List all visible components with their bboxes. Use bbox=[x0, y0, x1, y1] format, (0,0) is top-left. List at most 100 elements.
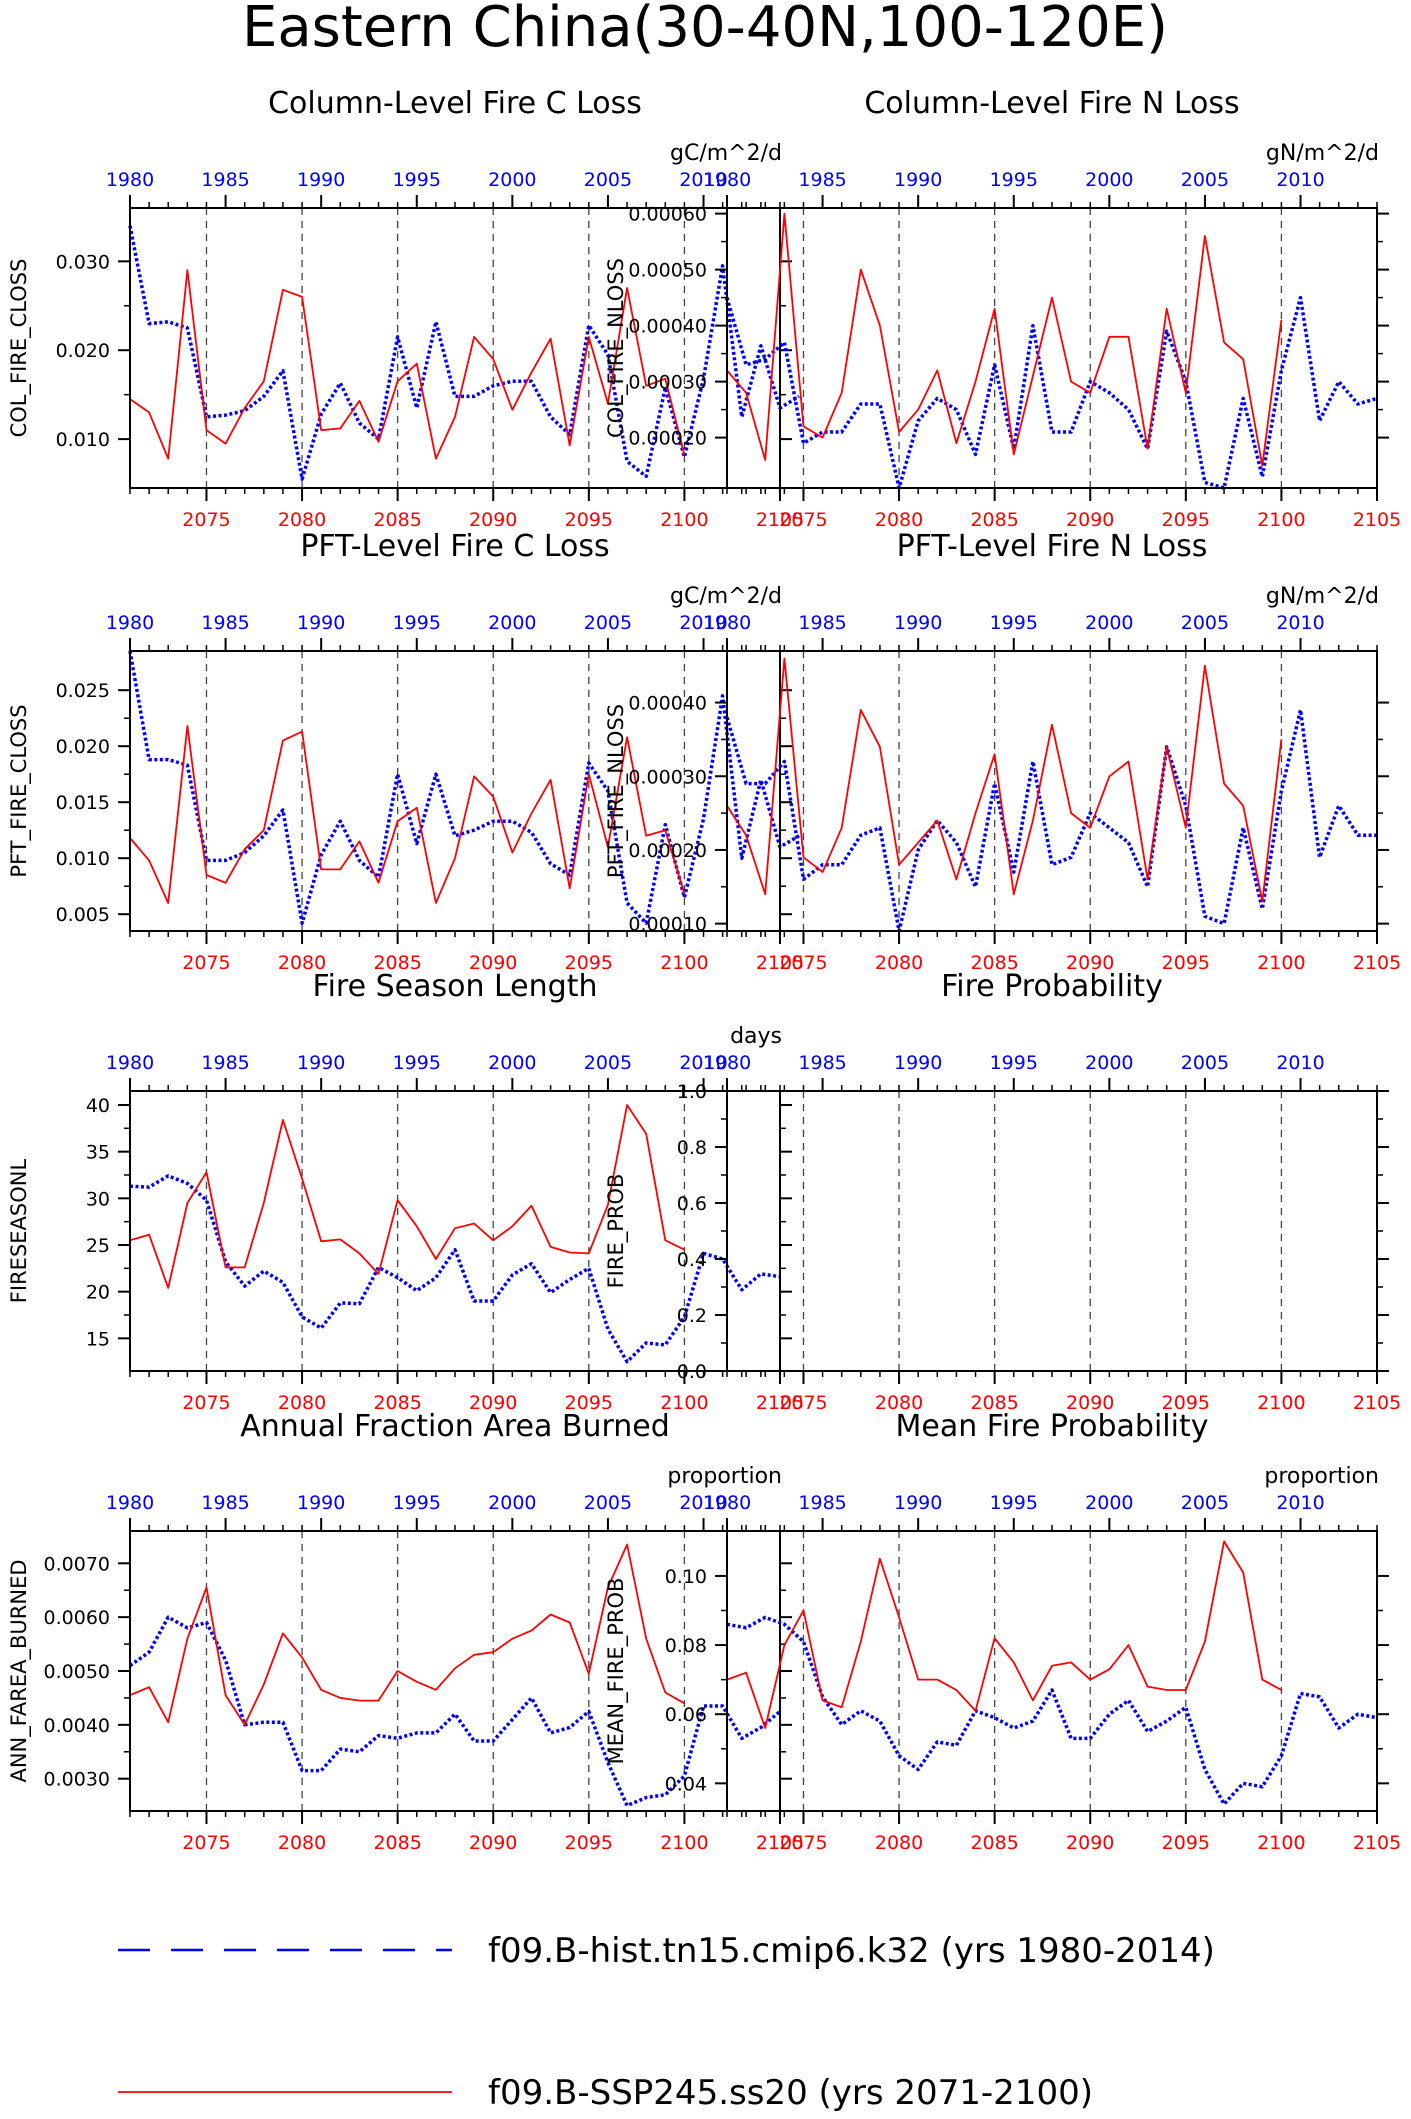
y-axis-label: FIRESEASONL bbox=[7, 1159, 31, 1304]
bottom-tick-label: 2080 bbox=[278, 509, 326, 531]
plot-frame bbox=[129, 650, 781, 932]
top-tick-label: 2000 bbox=[1085, 1052, 1133, 1074]
y-tick-label: 0.00020 bbox=[628, 428, 707, 450]
plot-frame bbox=[726, 1090, 1378, 1372]
y-tick-label: 25 bbox=[86, 1235, 110, 1257]
bottom-tick-label: 2075 bbox=[779, 1832, 827, 1854]
y-tick-label: 0.4 bbox=[677, 1249, 707, 1271]
top-tick-label: 2000 bbox=[488, 169, 536, 191]
y-axis-label: COL_FIRE_NLOSS bbox=[604, 258, 629, 438]
top-tick-label: 2005 bbox=[584, 1052, 632, 1074]
top-tick-label: 1985 bbox=[201, 1052, 249, 1074]
top-tick-label: 2000 bbox=[488, 612, 536, 634]
bottom-tick-label: 2085 bbox=[970, 1832, 1018, 1854]
top-tick-label: 2010 bbox=[679, 169, 727, 191]
top-tick-label: 2010 bbox=[679, 1052, 727, 1074]
top-tick-label: 2010 bbox=[679, 612, 727, 634]
top-tick-label: 2010 bbox=[679, 1492, 727, 1514]
top-tick-label: 1990 bbox=[297, 169, 345, 191]
top-tick-label: 2010 bbox=[1276, 612, 1324, 634]
y-tick-label: 0.0030 bbox=[44, 1769, 110, 1791]
top-tick-label: 2010 bbox=[1276, 1492, 1324, 1514]
top-tick-label: 2000 bbox=[1085, 1492, 1133, 1514]
y-tick-label: 0.08 bbox=[665, 1635, 707, 1657]
y-tick-label: 0.6 bbox=[677, 1193, 707, 1215]
y-axis-label: ANN_FAREA_BURNED bbox=[7, 1559, 32, 1782]
series-line-ssp245 bbox=[726, 212, 1283, 467]
bottom-tick-label: 2075 bbox=[182, 1392, 230, 1414]
y-tick-label: 35 bbox=[86, 1142, 110, 1164]
bottom-tick-label: 2100 bbox=[660, 952, 708, 974]
series-line-hist bbox=[128, 1615, 782, 1808]
bottom-tick-label: 2080 bbox=[278, 1832, 326, 1854]
bottom-tick-label: 2095 bbox=[565, 509, 613, 531]
series-line-ssp245 bbox=[129, 1104, 685, 1289]
series-line-ssp245 bbox=[129, 725, 686, 904]
y-tick-label: 0.015 bbox=[56, 792, 110, 814]
bottom-tick-label: 2075 bbox=[779, 952, 827, 974]
top-tick-label: 2000 bbox=[488, 1052, 536, 1074]
top-tick-label: 1985 bbox=[798, 1052, 846, 1074]
series-line-ssp245 bbox=[726, 657, 1283, 903]
y-tick-label: 0.00040 bbox=[628, 693, 707, 715]
bottom-tick-label: 2095 bbox=[1162, 1832, 1210, 1854]
panels: Column-Level Fire C Loss gC/m^2/d 1980 1985… bbox=[7, 86, 1401, 1854]
top-tick-label: 1990 bbox=[894, 1052, 942, 1074]
y-tick-label: 1.0 bbox=[677, 1081, 707, 1103]
y-tick-label: 0.0040 bbox=[44, 1715, 110, 1737]
y-tick-label: 0.2 bbox=[677, 1305, 707, 1327]
plot-frame bbox=[129, 1530, 781, 1812]
bottom-tick-label: 2090 bbox=[1066, 952, 1114, 974]
y-tick-label: 0.005 bbox=[56, 904, 110, 926]
bottom-tick-label: 2075 bbox=[182, 952, 230, 974]
y-tick-label: 20 bbox=[86, 1282, 110, 1304]
bottom-tick-label: 2100 bbox=[1257, 1392, 1305, 1414]
chart-title: Mean Fire Probability bbox=[896, 1409, 1209, 1444]
top-tick-label: 1980 bbox=[106, 1052, 154, 1074]
top-tick-label: 1990 bbox=[297, 1492, 345, 1514]
top-tick-label: 2005 bbox=[1181, 1052, 1229, 1074]
chart-title: Column-Level Fire N Loss bbox=[864, 86, 1239, 121]
bottom-tick-label: 2085 bbox=[373, 1832, 421, 1854]
plot-frame bbox=[726, 650, 1378, 932]
y-axis-label: FIRE_PROB bbox=[604, 1174, 629, 1289]
y-tick-label: 0.00030 bbox=[628, 766, 707, 788]
top-tick-label: 1995 bbox=[393, 1052, 441, 1074]
y-tick-label: 0.00060 bbox=[628, 204, 707, 226]
y-tick-label: 0.00030 bbox=[628, 372, 707, 394]
plot-frame bbox=[726, 207, 1378, 489]
y-axis-label: PFT_FIRE_NLOSS bbox=[604, 704, 629, 878]
figure-title: Eastern China(30-40N,100-120E) bbox=[242, 0, 1168, 60]
y-tick-label: 0.00050 bbox=[628, 260, 707, 282]
top-tick-label: 1985 bbox=[201, 169, 249, 191]
top-tick-label: 2005 bbox=[1181, 169, 1229, 191]
units-label: gC/m^2/d bbox=[670, 141, 782, 166]
top-tick-label: 1980 bbox=[106, 169, 154, 191]
chart-panel-5: Fire Season Length days 1980 1985 1990 1995 20… bbox=[7, 969, 804, 1414]
bottom-tick-label: 2090 bbox=[1066, 509, 1114, 531]
bottom-tick-label: 2090 bbox=[469, 1392, 517, 1414]
top-tick-label: 1990 bbox=[894, 169, 942, 191]
y-tick-label: 0.00010 bbox=[628, 914, 707, 936]
chart-panel-8: Mean Fire Probability proportion 1980 1985 1… bbox=[604, 1409, 1401, 1854]
top-tick-label: 1995 bbox=[990, 169, 1038, 191]
chart-title: PFT-Level Fire N Loss bbox=[897, 529, 1208, 564]
top-tick-label: 2005 bbox=[1181, 612, 1229, 634]
y-tick-label: 0.025 bbox=[56, 680, 110, 702]
top-tick-label: 2010 bbox=[1276, 1052, 1324, 1074]
series-line-ssp245 bbox=[129, 269, 686, 460]
bottom-tick-label: 2085 bbox=[970, 509, 1018, 531]
series-line-hist bbox=[726, 1615, 1378, 1806]
bottom-tick-label: 2075 bbox=[779, 1392, 827, 1414]
units-label: gC/m^2/d bbox=[670, 584, 782, 609]
bottom-tick-label: 2085 bbox=[970, 1392, 1018, 1414]
units-label: proportion bbox=[1264, 1464, 1379, 1489]
top-tick-label: 2005 bbox=[1181, 1492, 1229, 1514]
chart-panel-3: PFT-Level Fire C Loss gC/m^2/d 1980 1985 199… bbox=[7, 529, 804, 974]
bottom-tick-label: 2090 bbox=[469, 509, 517, 531]
y-tick-label: 0.0050 bbox=[44, 1661, 110, 1683]
bottom-tick-label: 2100 bbox=[1257, 952, 1305, 974]
y-tick-label: 0.06 bbox=[665, 1704, 707, 1726]
bottom-tick-label: 2095 bbox=[565, 952, 613, 974]
y-tick-label: 0.00020 bbox=[628, 840, 707, 862]
